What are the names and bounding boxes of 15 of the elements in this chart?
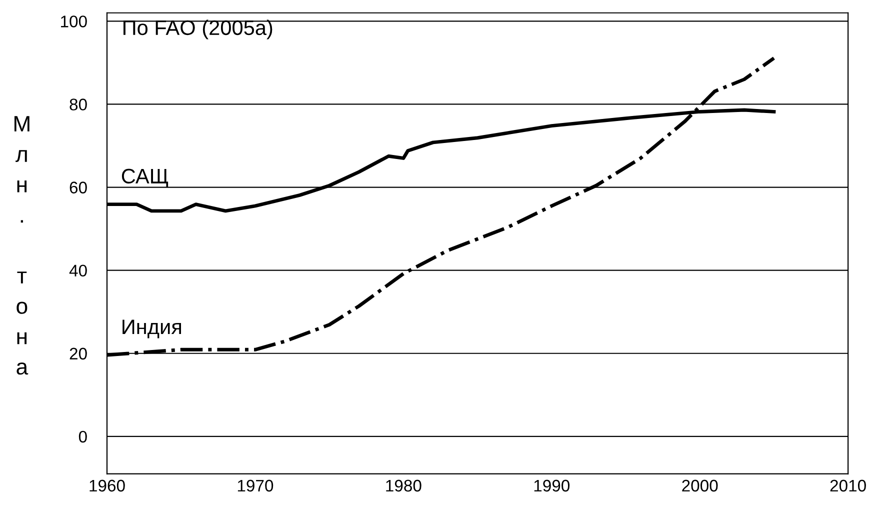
x-tick-label: 1960 — [90, 480, 125, 492]
x-tick-label: 2000 — [682, 480, 718, 492]
x-tick-label: 1990 — [534, 480, 570, 492]
series-label: Индия — [122, 320, 181, 338]
text: Млн. тона — [14, 116, 30, 375]
x-tick-label: 1980 — [386, 480, 422, 492]
y-tick-label: 40 — [69, 264, 87, 277]
y-tick-label: 20 — [70, 348, 87, 360]
y-tick-label: 100 — [61, 16, 87, 28]
y-tick-label: 60 — [70, 182, 87, 194]
y-tick-label: 80 — [70, 98, 87, 110]
x-tick-label: 1970 — [238, 480, 274, 492]
x-tick-label: 2010 — [830, 480, 866, 492]
y-tick-label: 0 — [78, 430, 87, 443]
series-label: САЩ — [122, 168, 168, 188]
